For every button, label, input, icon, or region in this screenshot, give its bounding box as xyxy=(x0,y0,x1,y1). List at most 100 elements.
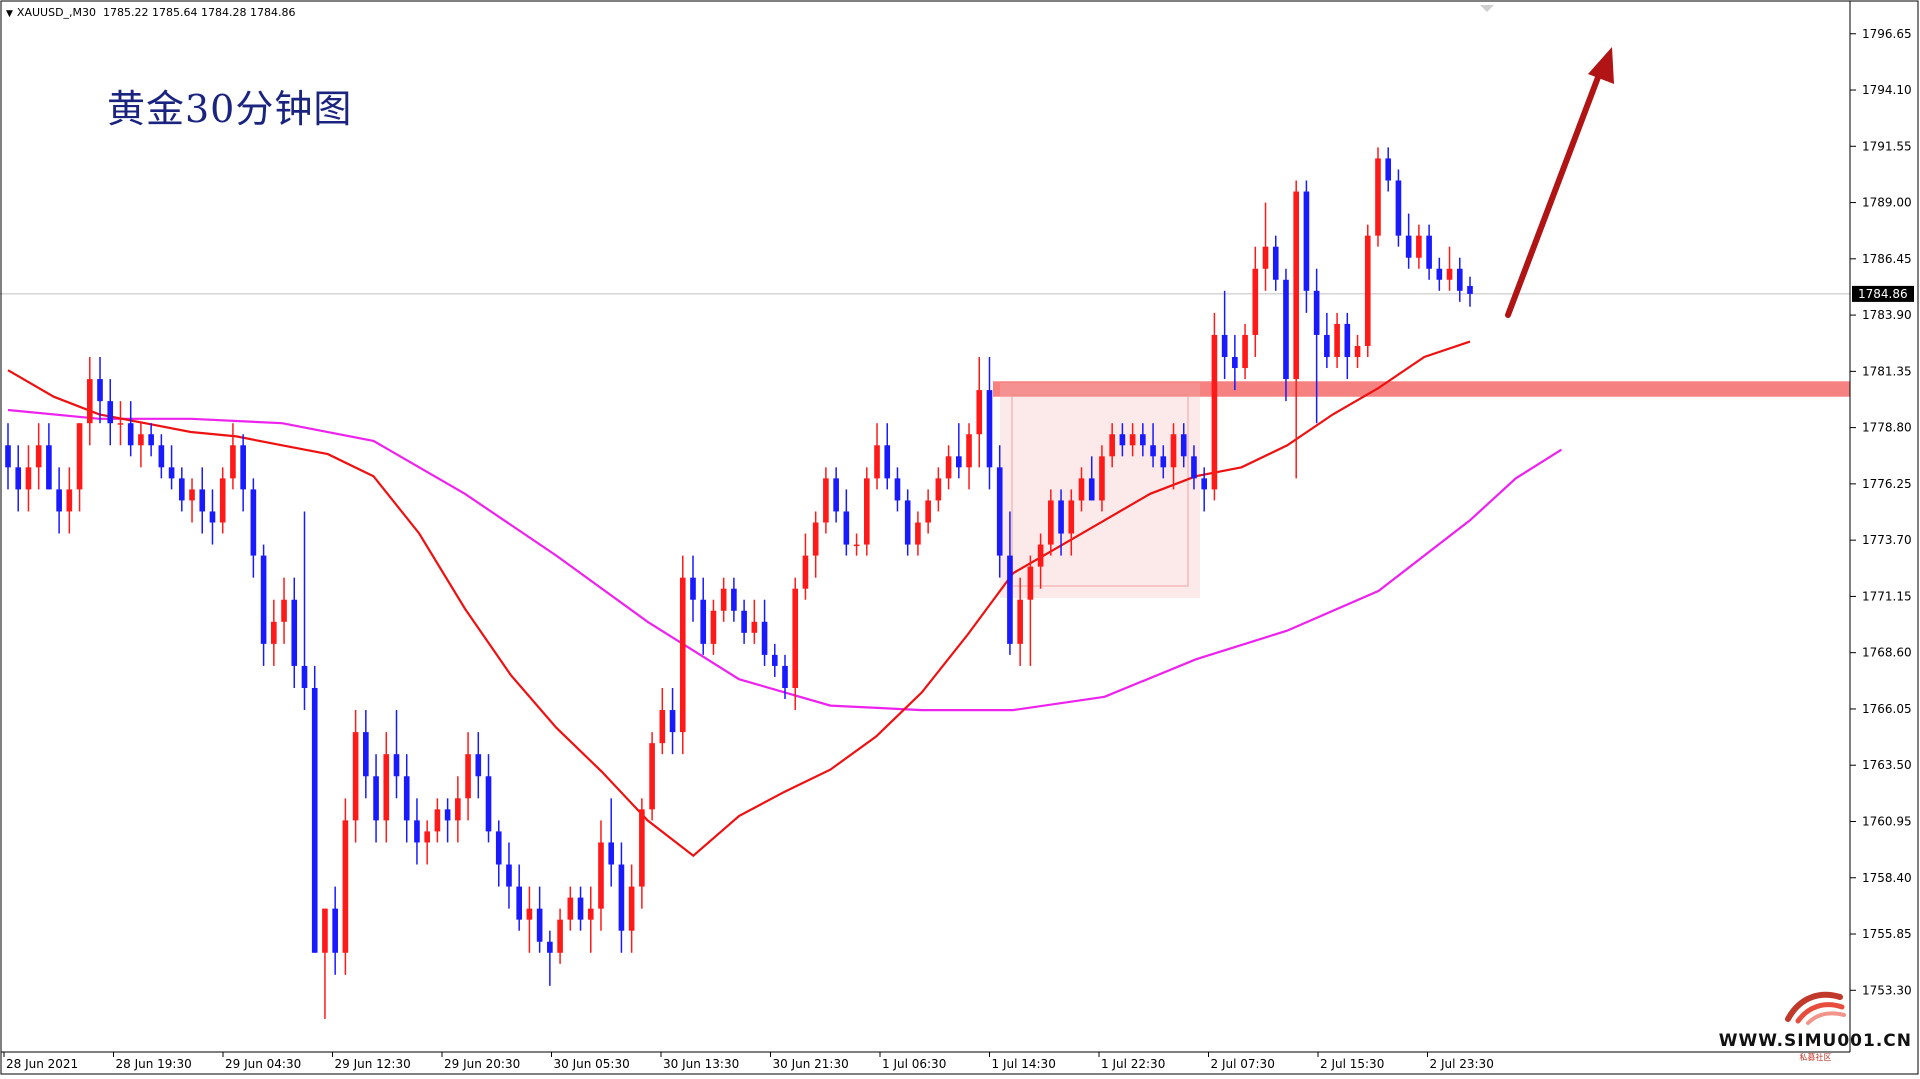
price-tick-label: 1755.85 xyxy=(1862,927,1912,941)
candle xyxy=(1354,334,1361,369)
candle-body xyxy=(1375,158,1381,236)
moving-averages-layer xyxy=(7,340,1562,858)
candle xyxy=(567,886,574,931)
candle-body xyxy=(700,599,707,644)
time-tick-label: 29 Jun 12:30 xyxy=(335,1057,411,1071)
candle-body xyxy=(117,423,124,425)
symbol-ohlc-text: XAUUSD_,M30 1785.22 1785.64 1784.28 1784… xyxy=(16,6,296,19)
candle-body xyxy=(1221,334,1228,358)
candle xyxy=(833,467,839,523)
price-tick-label: 1794.10 xyxy=(1862,83,1912,97)
candle-body xyxy=(86,379,93,424)
candle xyxy=(1058,489,1064,556)
time-tick-label: 29 Jun 20:30 xyxy=(444,1057,520,1071)
candle xyxy=(1048,489,1054,556)
candle-body xyxy=(1385,158,1392,181)
collapse-triangle-icon[interactable]: ▼ xyxy=(6,9,13,19)
candle xyxy=(1099,445,1105,512)
candles-layer xyxy=(5,147,1473,1019)
scroll-marker-icon[interactable] xyxy=(1480,5,1494,12)
candle xyxy=(557,908,563,964)
candle-body xyxy=(455,798,461,821)
candle xyxy=(1201,467,1207,512)
candle-body xyxy=(465,754,471,799)
brand-logo-icon xyxy=(1785,991,1847,1025)
price-tick-label: 1768.60 xyxy=(1862,646,1912,660)
candle xyxy=(444,798,451,843)
candle xyxy=(884,423,891,490)
candle xyxy=(495,820,502,887)
price-tick-label: 1791.55 xyxy=(1862,139,1912,153)
candle-body xyxy=(56,489,62,512)
time-tick-label: 29 Jun 04:30 xyxy=(225,1057,301,1071)
candle-body xyxy=(853,544,860,547)
candle-body xyxy=(5,445,11,468)
candle-body xyxy=(1283,279,1289,380)
candle-body xyxy=(710,610,717,644)
candle xyxy=(403,754,410,843)
candle xyxy=(322,908,328,1019)
candle xyxy=(178,467,185,512)
candle xyxy=(935,467,942,512)
candle-body xyxy=(424,831,430,843)
candle xyxy=(46,423,52,490)
time-tick-label: 28 Jun 19:30 xyxy=(116,1057,192,1071)
candle xyxy=(107,379,114,446)
candle xyxy=(1456,257,1463,302)
candle xyxy=(874,423,880,490)
candle xyxy=(1160,445,1167,479)
candle-body xyxy=(148,434,154,446)
candle-body xyxy=(199,489,206,512)
candle-body xyxy=(823,478,829,523)
resistance-zone xyxy=(993,381,1850,397)
candle-body xyxy=(915,522,921,545)
candle xyxy=(1405,213,1412,269)
candle-body xyxy=(383,754,390,821)
candle-body xyxy=(1426,235,1432,269)
candle-body xyxy=(894,478,901,501)
candle xyxy=(639,798,645,909)
candle-body xyxy=(1252,268,1259,335)
candle-body xyxy=(352,732,359,821)
candle xyxy=(35,423,42,490)
candle xyxy=(311,665,318,953)
time-axis[interactable]: 28 Jun 2021 28 Jun 19:30 29 Jun 04:30 29 Ju… xyxy=(3,1052,1494,1071)
candle-body xyxy=(1416,235,1422,258)
candle-body xyxy=(1170,434,1177,468)
candle-body xyxy=(1456,268,1463,291)
last-price-badge: 1784.86 xyxy=(1852,285,1914,302)
trend-arrow-layer xyxy=(1505,47,1614,318)
candle xyxy=(669,687,676,755)
candle-body xyxy=(659,710,666,744)
price-tick-label: 1771.15 xyxy=(1862,589,1912,603)
candle xyxy=(1007,511,1013,655)
candle-body xyxy=(240,445,246,490)
candle xyxy=(1283,268,1289,402)
last-price-label: 1784.86 xyxy=(1858,287,1908,301)
candle xyxy=(1334,312,1340,369)
candle-body xyxy=(1467,285,1473,294)
price-axis[interactable]: 1796.65 1794.10 1791.55 1789.00 1786.45 1783.… xyxy=(1850,27,1914,998)
ma-fast-line xyxy=(7,340,1471,858)
price-tick-label: 1783.90 xyxy=(1862,308,1912,322)
candle-body xyxy=(771,654,778,666)
candle xyxy=(1426,224,1432,280)
candle-body xyxy=(332,908,338,953)
candle xyxy=(1170,423,1177,490)
candle-body xyxy=(874,445,880,479)
candle xyxy=(649,732,655,821)
candle xyxy=(710,599,717,655)
candle xyxy=(996,445,1003,578)
candle xyxy=(700,577,707,655)
candle-body xyxy=(577,897,584,920)
candle xyxy=(547,930,553,986)
candle xyxy=(240,434,246,512)
candle-body xyxy=(1058,500,1064,534)
candle-body xyxy=(935,478,942,501)
candle xyxy=(189,478,195,523)
candle xyxy=(853,533,860,556)
candle-body xyxy=(342,820,349,953)
candle-body xyxy=(1007,555,1013,644)
